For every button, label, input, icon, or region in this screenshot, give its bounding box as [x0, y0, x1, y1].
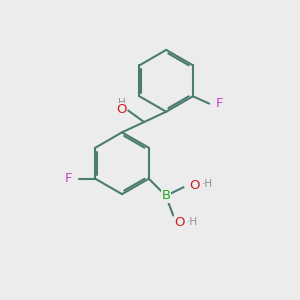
Text: F: F: [216, 97, 223, 110]
Text: ·H: ·H: [187, 217, 198, 227]
Text: O: O: [189, 179, 200, 192]
Text: ·H: ·H: [202, 179, 213, 189]
Text: H: H: [118, 98, 125, 108]
Text: B: B: [161, 189, 170, 202]
Text: O: O: [116, 103, 127, 116]
Text: O: O: [175, 216, 185, 229]
Text: F: F: [65, 172, 73, 185]
